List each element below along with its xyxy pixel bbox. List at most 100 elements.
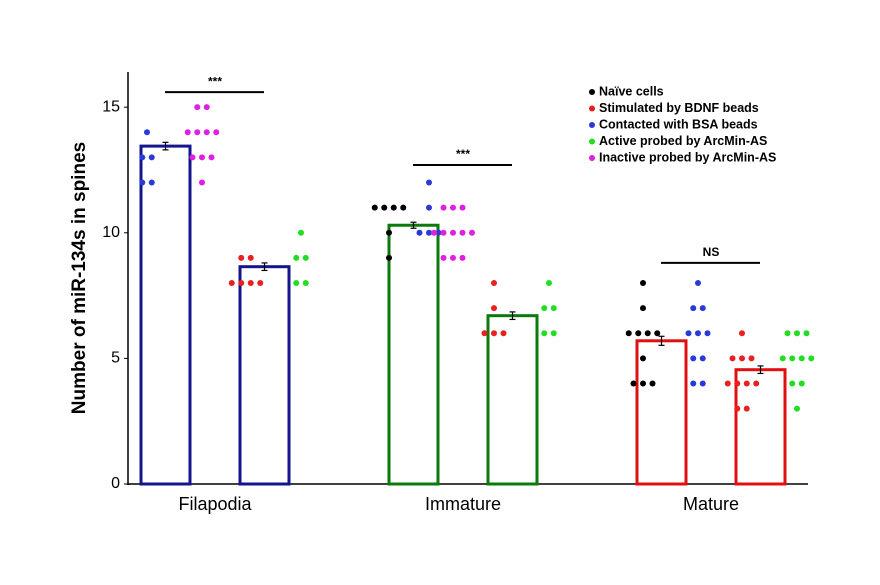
data-dot [640,380,646,387]
data-dot [794,405,800,412]
data-dot [213,129,220,136]
legend-label: Stimulated by BDNF beads [599,101,759,115]
data-dot [541,330,548,337]
data-dot [798,380,805,387]
data-dot [491,330,497,337]
data-dot [803,330,810,337]
data-dot [440,229,447,236]
data-dot [400,204,407,211]
data-dot [194,129,201,136]
data-dot [739,355,745,362]
x-tick-label: Immature [425,494,501,514]
data-dot [386,254,392,261]
data-dot [431,229,437,236]
data-dot [685,330,692,337]
data-dot [469,229,475,236]
data-dot [550,305,557,312]
data-dot [450,229,456,236]
data-dot [247,254,254,261]
data-dot [208,154,215,161]
data-dot [450,204,456,211]
data-dot [550,330,557,337]
data-dot [699,355,706,362]
data-dot [753,380,760,387]
data-dot [644,330,651,337]
data-dot [779,355,786,362]
data-dot [640,305,646,312]
data-dot [416,229,423,236]
data-dot [199,154,205,161]
data-dot [695,330,701,337]
data-dot [808,355,815,362]
data-dot [724,380,731,387]
data-dot [203,129,210,136]
data-dot [426,179,432,186]
data-dot [729,355,736,362]
data-dot [390,204,397,211]
data-dot [794,330,800,337]
data-dot [690,355,697,362]
data-dot [139,154,146,161]
y-tick-label: 5 [111,350,120,367]
data-dot [293,280,300,287]
data-dot [238,280,245,287]
legend-label: Active probed by ArcMin-AS [599,134,767,148]
significance-label: *** [208,74,222,88]
data-dot [194,104,201,111]
bar [238,265,291,486]
data-dot [459,254,466,261]
data-dot [371,204,378,211]
data-dot [426,229,432,236]
data-dot [640,280,646,287]
data-dot [450,254,456,261]
bar [734,368,787,486]
data-dot [381,204,388,211]
data-dot [440,204,447,211]
data-dot [699,380,706,387]
data-dot [789,380,796,387]
data-dot [734,380,741,387]
data-dot [228,280,235,287]
y-tick-label: 0 [111,475,120,492]
data-dot [649,380,656,387]
data-dot [635,330,642,337]
data-dot [203,104,210,111]
data-dot [695,280,701,287]
data-dot [491,305,497,312]
legend-label: Naïve cells [599,84,664,98]
bar [486,314,539,486]
data-dot [298,229,304,236]
data-dot [743,380,750,387]
data-dot [630,380,637,387]
data-dot [459,229,466,236]
legend-marker [589,138,595,145]
data-dot [640,355,646,362]
data-dot [690,380,697,387]
data-dot [435,229,442,236]
data-dot [199,179,205,186]
data-dot [184,129,191,136]
data-dot [748,355,755,362]
data-dot [148,154,155,161]
data-dot [481,330,488,337]
data-dot [541,305,548,312]
data-dot [798,355,805,362]
legend-label: Inactive probed by ArcMin-AS [599,150,776,164]
bar [139,144,192,486]
data-dot [440,254,447,261]
data-dot [743,405,750,412]
bar [635,339,688,486]
legend-marker [589,89,595,95]
legend-label: Contacted with BSA beads [599,117,758,131]
significance-label: *** [456,147,470,161]
x-tick-label: Mature [683,494,739,514]
data-dot [491,280,497,287]
data-dot [144,129,150,136]
x-tick-label: Filapodia [178,494,252,514]
y-axis-label: Number of miR-134s in spines [69,142,90,414]
legend-marker [589,122,595,128]
data-dot [704,330,711,337]
data-dot [302,280,309,287]
data-dot [654,330,661,337]
